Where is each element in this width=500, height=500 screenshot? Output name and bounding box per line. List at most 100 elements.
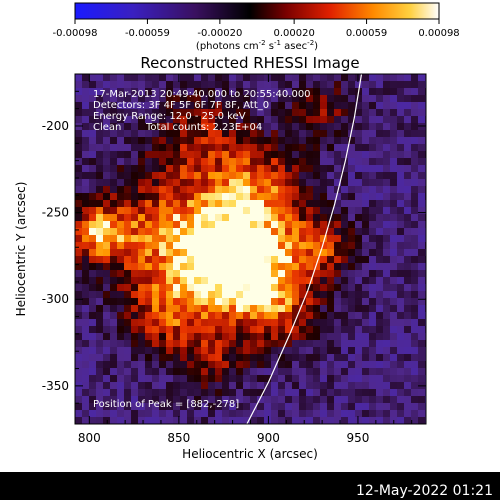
heatmap-cell: [250, 235, 258, 243]
heatmap-cell: [89, 235, 97, 243]
heatmap-cell: [215, 347, 223, 355]
heatmap-cell: [194, 151, 202, 159]
heatmap-cell: [215, 151, 223, 159]
heatmap-cell: [313, 368, 321, 376]
heatmap-cell: [257, 403, 265, 411]
heatmap-cell: [180, 102, 188, 110]
heatmap-cell: [397, 361, 405, 369]
heatmap-cell: [222, 214, 230, 222]
heatmap-cell: [110, 144, 118, 152]
heatmap-cell: [75, 193, 83, 201]
heatmap-cell: [418, 158, 426, 166]
heatmap-cell: [376, 165, 384, 173]
heatmap-cell: [145, 263, 153, 271]
heatmap-cell: [173, 179, 181, 187]
heatmap-cell: [320, 235, 328, 243]
heatmap-cell: [110, 102, 118, 110]
heatmap-cell: [103, 116, 111, 124]
heatmap-cell: [341, 375, 349, 383]
heatmap-cell: [250, 298, 258, 306]
heatmap-cell: [313, 179, 321, 187]
heatmap-cell: [117, 228, 125, 236]
heatmap-cell: [320, 186, 328, 194]
heatmap-cell: [299, 137, 307, 145]
heatmap-cell: [327, 291, 335, 299]
heatmap-cell: [110, 389, 118, 397]
heatmap-cell: [215, 340, 223, 348]
heatmap-cell: [173, 172, 181, 180]
heatmap-cell: [187, 389, 195, 397]
heatmap-cell: [222, 326, 230, 334]
heatmap-cell: [103, 95, 111, 103]
heatmap-cell: [187, 81, 195, 89]
heatmap-cell: [103, 207, 111, 215]
heatmap-cell: [96, 116, 104, 124]
heatmap-cell: [362, 305, 370, 313]
heatmap-cell: [131, 193, 139, 201]
heatmap-cell: [397, 235, 405, 243]
heatmap-cell: [243, 403, 251, 411]
heatmap-cell: [292, 354, 300, 362]
heatmap-cell: [117, 354, 125, 362]
heatmap-cell: [187, 361, 195, 369]
heatmap-cell: [348, 305, 356, 313]
heatmap-cell: [236, 130, 244, 138]
heatmap-cell: [180, 123, 188, 131]
heatmap-cell: [180, 277, 188, 285]
heatmap-cell: [250, 340, 258, 348]
heatmap-cell: [264, 88, 272, 96]
heatmap-cell: [124, 165, 132, 173]
heatmap-cell: [397, 298, 405, 306]
heatmap-cell: [75, 130, 83, 138]
heatmap-cell: [187, 410, 195, 418]
heatmap-cell: [103, 305, 111, 313]
heatmap-cell: [411, 361, 419, 369]
heatmap-cell: [103, 354, 111, 362]
heatmap-cell: [180, 165, 188, 173]
heatmap-cell: [117, 263, 125, 271]
heatmap-cell: [348, 158, 356, 166]
heatmap-cell: [411, 396, 419, 404]
heatmap-cell: [243, 249, 251, 257]
heatmap-cell: [418, 144, 426, 152]
heatmap-cell: [278, 277, 286, 285]
heatmap-cell: [173, 158, 181, 166]
heatmap-cell: [299, 417, 307, 424]
heatmap-cell: [75, 235, 83, 243]
heatmap-cell: [145, 340, 153, 348]
heatmap-cell: [285, 221, 293, 229]
heatmap-cell: [96, 312, 104, 320]
heatmap-cell: [404, 172, 412, 180]
heatmap-cell: [320, 340, 328, 348]
heatmap-cell: [180, 389, 188, 397]
heatmap-cell: [201, 242, 209, 250]
heatmap-cell: [82, 123, 90, 131]
heatmap-cell: [250, 88, 258, 96]
heatmap-cell: [404, 179, 412, 187]
heatmap-cell: [159, 151, 167, 159]
heatmap-cell: [327, 151, 335, 159]
heatmap-cell: [180, 256, 188, 264]
heatmap-cell: [208, 88, 216, 96]
heatmap-cell: [397, 256, 405, 264]
heatmap-cell: [292, 284, 300, 292]
heatmap-cell: [362, 263, 370, 271]
heatmap-cell: [418, 270, 426, 278]
heatmap-cell: [166, 81, 174, 89]
heatmap-cell: [397, 151, 405, 159]
heatmap-cell: [397, 382, 405, 390]
heatmap-cell: [362, 144, 370, 152]
heatmap-cell: [187, 228, 195, 236]
heatmap-cell: [82, 88, 90, 96]
heatmap-cell: [215, 326, 223, 334]
heatmap-cell: [124, 116, 132, 124]
heatmap-cell: [306, 368, 314, 376]
heatmap-cell: [201, 298, 209, 306]
heatmap-cell: [124, 186, 132, 194]
heatmap-cell: [334, 116, 342, 124]
heatmap-cell: [292, 123, 300, 131]
heatmap-cell: [124, 214, 132, 222]
heatmap-cell: [89, 200, 97, 208]
heatmap-cell: [313, 382, 321, 390]
heatmap-cell: [201, 375, 209, 383]
